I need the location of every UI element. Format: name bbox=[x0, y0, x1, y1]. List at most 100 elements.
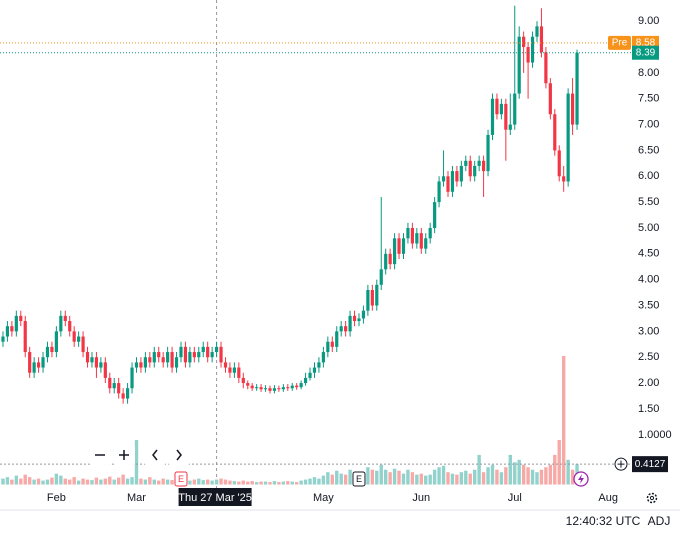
volume-bar bbox=[10, 479, 14, 485]
volume-bar bbox=[108, 476, 112, 485]
candle-body bbox=[459, 165, 463, 182]
candle-body bbox=[361, 310, 366, 319]
volume-bar bbox=[437, 467, 441, 485]
volume-bar bbox=[5, 477, 10, 485]
volume-bar bbox=[232, 481, 237, 485]
candle-body bbox=[237, 367, 241, 378]
volume-bar bbox=[223, 479, 228, 485]
volume-bar bbox=[303, 479, 308, 485]
volume-bar bbox=[103, 478, 108, 485]
volume-bar bbox=[139, 478, 143, 485]
candle-body bbox=[522, 36, 526, 48]
candle-body bbox=[299, 383, 303, 388]
volume-bar bbox=[219, 478, 223, 485]
candle-body bbox=[121, 393, 125, 399]
candle-body bbox=[504, 103, 508, 130]
scroll-left-button[interactable] bbox=[144, 445, 166, 465]
candle-body bbox=[379, 269, 383, 285]
x-tick-label: Jul bbox=[508, 492, 522, 504]
y-tick-label: 7.00 bbox=[638, 118, 659, 130]
candle-body bbox=[557, 150, 561, 177]
candle-body bbox=[103, 362, 107, 378]
candle-body bbox=[317, 362, 321, 368]
volume-bar bbox=[544, 467, 548, 485]
volume-bar bbox=[99, 479, 103, 485]
adjustment-toggle[interactable]: ADJ bbox=[648, 514, 671, 528]
candle-body bbox=[10, 326, 14, 332]
volume-bar bbox=[90, 480, 94, 485]
settings-icon[interactable] bbox=[646, 492, 658, 504]
volume-bar bbox=[432, 469, 437, 485]
volume-bar bbox=[504, 467, 508, 485]
volume-bar bbox=[36, 478, 41, 485]
candle-body bbox=[161, 357, 165, 363]
volume-bar bbox=[45, 479, 50, 485]
y-tick-label: 4.00 bbox=[638, 274, 659, 286]
candle-body bbox=[259, 387, 263, 390]
volume-bar bbox=[459, 472, 464, 485]
volume-bar bbox=[277, 482, 281, 485]
y-tick-label: 1.50 bbox=[638, 403, 659, 415]
candle-body bbox=[441, 176, 446, 182]
y-tick-label: 5.00 bbox=[638, 222, 659, 234]
candle-body bbox=[201, 346, 205, 353]
volume-bar bbox=[210, 480, 214, 485]
volume-bar bbox=[14, 475, 19, 485]
candle-body bbox=[303, 377, 308, 384]
volume-bar bbox=[1, 478, 5, 485]
add-alert-plus bbox=[617, 460, 625, 468]
volume-bar bbox=[32, 479, 36, 485]
volume-bar bbox=[548, 464, 553, 485]
volume-bar bbox=[290, 481, 294, 485]
volume-bar bbox=[495, 469, 499, 485]
volume-bar bbox=[401, 473, 406, 485]
candle-body bbox=[424, 238, 428, 249]
y-tick-label: 7.50 bbox=[638, 93, 659, 105]
candle-body bbox=[321, 352, 325, 363]
candle-body bbox=[481, 160, 486, 172]
volume-bar bbox=[521, 464, 526, 485]
candle-body bbox=[1, 336, 5, 342]
volume-bar bbox=[50, 477, 54, 485]
volume-bar bbox=[392, 468, 397, 485]
volume-bar bbox=[472, 469, 477, 485]
candle-body bbox=[232, 367, 236, 373]
scroll-right-button[interactable] bbox=[168, 445, 190, 465]
volume-bar bbox=[130, 477, 134, 485]
volume-bar bbox=[486, 467, 490, 485]
candle-body bbox=[241, 377, 245, 384]
bolt bbox=[578, 474, 584, 484]
earnings-marker[interactable]: E bbox=[352, 471, 366, 487]
premarket-price: 8.58 bbox=[636, 38, 656, 49]
lightning-icon[interactable] bbox=[573, 471, 589, 487]
candle-body bbox=[464, 160, 468, 166]
earnings-marker[interactable]: E bbox=[174, 471, 188, 487]
candle-body bbox=[14, 315, 18, 332]
candle-body bbox=[32, 362, 36, 373]
candle-body bbox=[562, 176, 566, 182]
volume-bar bbox=[201, 480, 205, 485]
volume-bar bbox=[241, 480, 245, 485]
volume-bar bbox=[237, 481, 241, 485]
volume-bar bbox=[379, 464, 383, 485]
candle-body bbox=[415, 233, 419, 244]
candle-body bbox=[486, 134, 490, 172]
volume-bar bbox=[161, 478, 165, 485]
y-tick-label: 5.50 bbox=[638, 196, 659, 208]
volume-bar bbox=[188, 480, 192, 485]
candle-body bbox=[335, 331, 339, 347]
volume-bar bbox=[553, 454, 557, 485]
candle-body bbox=[170, 352, 174, 368]
candle-body bbox=[183, 346, 188, 363]
volume-bar bbox=[419, 473, 423, 485]
zoom-controls[interactable] bbox=[89, 445, 190, 465]
candle-body bbox=[281, 387, 285, 390]
volume-bar bbox=[152, 479, 156, 485]
candle-body bbox=[50, 346, 54, 353]
volume-bar bbox=[165, 479, 170, 485]
candle-body bbox=[19, 315, 23, 322]
volume-bar bbox=[272, 481, 277, 485]
candle-body bbox=[370, 290, 374, 306]
volume-bar bbox=[415, 474, 419, 485]
candle-body bbox=[85, 352, 90, 363]
